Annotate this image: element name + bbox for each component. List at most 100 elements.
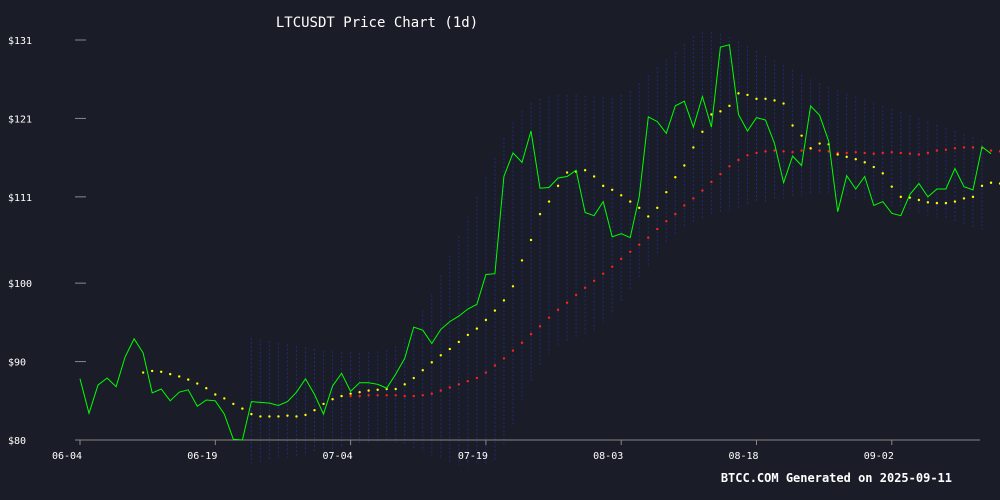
ma-short-point: [286, 414, 289, 417]
x-tick-label: 07-19: [458, 451, 488, 462]
ma-short-point: [313, 408, 316, 412]
ma-long-point: [367, 394, 370, 397]
ma-long-point: [349, 394, 352, 398]
ma-short-point: [169, 372, 172, 376]
ma-short-point: [782, 102, 785, 105]
ma-long-point: [800, 149, 803, 152]
ma-long-point: [782, 150, 785, 153]
ma-long-point: [502, 357, 506, 360]
ma-long-point: [665, 219, 668, 223]
ma-long-point: [926, 151, 930, 155]
ma-short-point: [755, 97, 758, 101]
ma-short-point: [809, 147, 812, 150]
ma-short-point: [601, 184, 605, 188]
ma-short-point: [944, 201, 948, 205]
x-tick-label: 09-02: [864, 451, 894, 462]
chart-footer: BTCC.COM Generated on 2025-09-11: [721, 471, 952, 485]
ma-short-point: [845, 155, 848, 159]
ma-short-point: [764, 97, 767, 101]
ma-long-point: [710, 180, 713, 184]
price-line: [79, 44, 992, 441]
ma-short-point: [196, 382, 199, 385]
ma-long-point: [845, 151, 848, 155]
ma-long-point: [944, 148, 948, 152]
chart-title: LTCUSDT Price Chart (1d): [276, 15, 478, 31]
ma-long-point: [538, 325, 542, 328]
ma-short-point: [836, 153, 839, 156]
ma-long-point: [448, 386, 452, 389]
ma-short-point: [710, 113, 713, 116]
ma-long-point: [493, 364, 497, 367]
ma-short-point: [241, 407, 244, 410]
ma-short-point: [728, 104, 731, 108]
ma-long-point: [547, 316, 551, 319]
ma-long-point: [962, 146, 966, 149]
ma-long-point: [683, 204, 686, 207]
ma-short-point: [647, 215, 650, 218]
ma-short-point: [818, 142, 821, 145]
ma-long-point: [638, 243, 641, 246]
ma-short-point: [971, 195, 975, 199]
ma-short-point: [719, 110, 722, 113]
ma-short-point: [935, 201, 939, 205]
ma-short-point: [421, 368, 424, 372]
ma-short-point: [304, 413, 307, 417]
ma-short-point: [232, 402, 235, 406]
x-tick-label: 06-19: [187, 451, 217, 462]
ma-long-point: [791, 150, 794, 154]
ma-short-point: [674, 176, 677, 179]
ma-long-point: [592, 279, 596, 282]
axis-layer: $80 $90 $100 $111 $121 $131 06-04 06-19 07-04 07-…: [8, 36, 980, 462]
price-layer: [79, 44, 992, 441]
ma-short-point: [331, 398, 334, 401]
ma-long-point: [466, 379, 470, 383]
ma-short-point: [493, 309, 497, 312]
ma-short-point: [358, 390, 361, 394]
ma-short-point: [538, 212, 542, 216]
ma-short-point: [511, 285, 515, 288]
y-tick-label: $90: [8, 358, 26, 369]
ma-long-point: [601, 272, 605, 275]
x-tick-label: 06-04: [52, 451, 82, 462]
ma-short-point: [565, 171, 569, 174]
ma-long-point: [764, 150, 767, 153]
ma-long-point: [457, 383, 461, 386]
ma-long-point: [574, 293, 578, 297]
ma-short-point: [737, 92, 740, 95]
ma-short-point: [547, 200, 551, 203]
ma-short-point: [989, 181, 993, 184]
ma-long-point: [475, 376, 479, 380]
ma-short-point: [412, 376, 415, 380]
ma-short-layer: [141, 92, 1000, 418]
ma-short-point: [178, 375, 181, 378]
ma-short-point: [592, 175, 596, 178]
ma-long-point: [854, 150, 857, 154]
ma-long-point: [439, 389, 442, 392]
bollinger-band-layer: [250, 32, 983, 465]
ma-short-point: [250, 412, 253, 416]
ma-long-point: [935, 149, 939, 152]
ma-short-point: [141, 371, 145, 374]
ma-long-point: [755, 151, 758, 155]
ma-long-point: [430, 392, 433, 395]
ma-short-point: [791, 124, 794, 127]
ma-long-point: [953, 147, 957, 150]
ma-long-point: [890, 150, 893, 154]
ma-short-point: [746, 93, 749, 97]
ma-short-point: [376, 388, 379, 392]
y-tick-label: $131: [8, 36, 32, 47]
ma-long-point: [881, 151, 884, 155]
ma-long-point: [746, 154, 749, 157]
ma-short-point: [620, 194, 623, 197]
ma-long-point: [529, 332, 533, 336]
x-tick-label: 07-04: [323, 451, 353, 462]
ma-long-point: [827, 150, 830, 153]
ma-long-point: [917, 153, 921, 156]
ma-long-point: [701, 189, 704, 192]
ma-short-point: [692, 146, 695, 149]
ma-long-point: [737, 158, 740, 162]
ma-short-point: [773, 99, 776, 102]
ma-long-point: [583, 286, 587, 290]
ma-short-point: [917, 198, 921, 202]
ma-short-point: [953, 200, 957, 203]
